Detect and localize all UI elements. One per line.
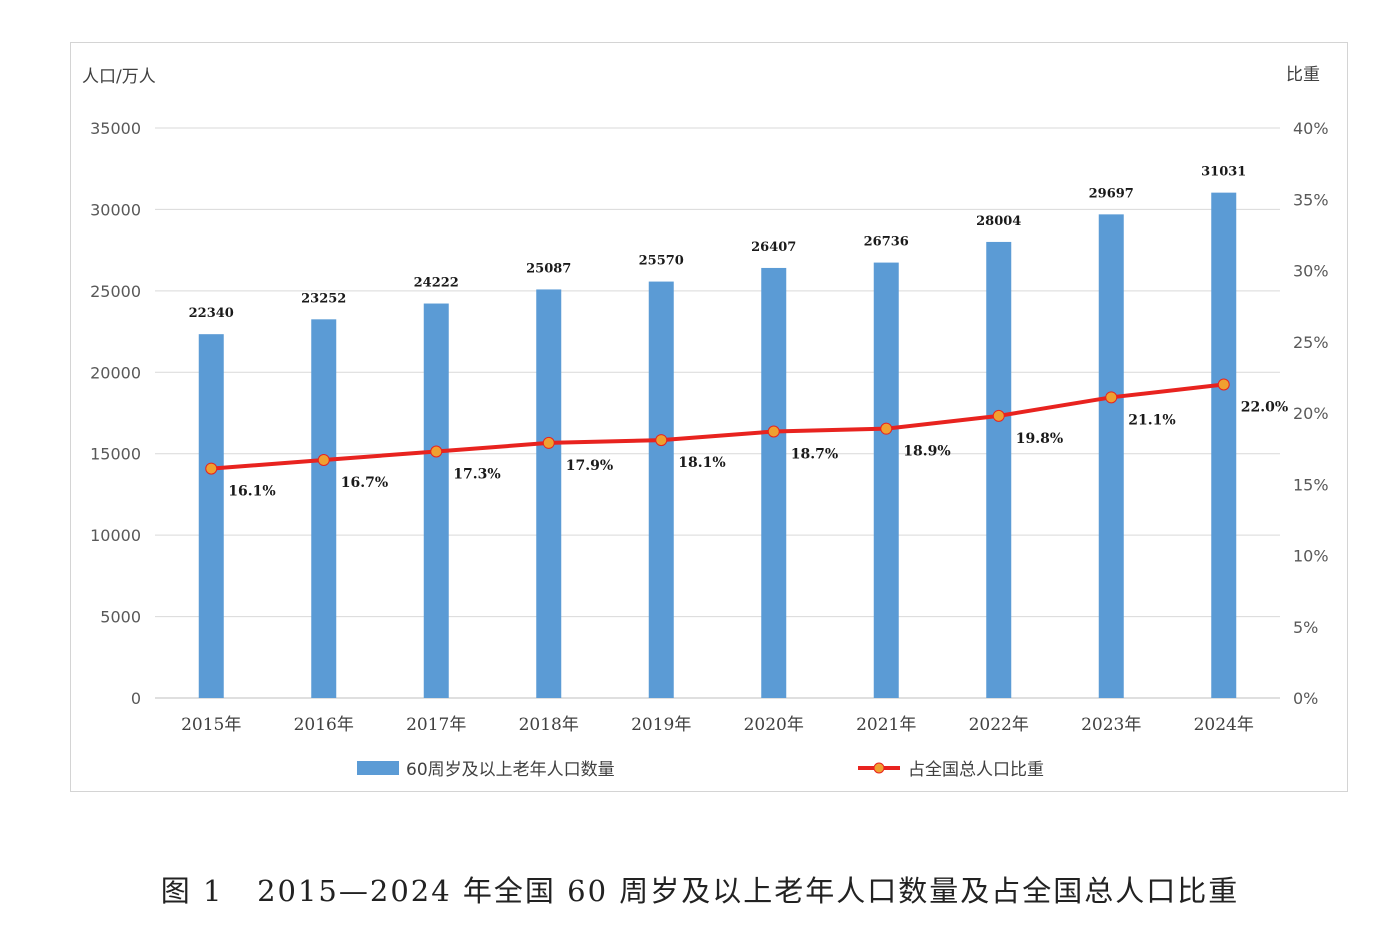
x-tick-label: 2023年 <box>1081 715 1141 735</box>
line-value-label: 19.8% <box>1016 431 1063 447</box>
y-tick-label-left: 30000 <box>90 200 141 219</box>
line-value-label: 22.0% <box>1241 400 1288 416</box>
y-tick-label-left: 5000 <box>100 608 141 627</box>
y-tick-label-left: 35000 <box>90 119 141 138</box>
bar <box>986 241 1012 698</box>
x-tick-label: 2016年 <box>294 715 354 735</box>
bar <box>311 319 337 698</box>
line-value-label: 18.7% <box>791 447 838 463</box>
line-value-label: 16.7% <box>341 475 388 491</box>
bar-value-label: 24222 <box>414 276 459 291</box>
line-series <box>205 378 1230 475</box>
bar-value-label: 25087 <box>526 261 571 276</box>
bar <box>761 267 787 698</box>
x-tick-label: 2021年 <box>856 715 916 735</box>
chart-frame <box>70 42 1348 792</box>
legend-line-label: 占全国总人口比重 <box>908 760 1044 780</box>
bar <box>1098 214 1124 698</box>
bar <box>873 262 899 698</box>
line-value-label: 18.1% <box>678 455 725 471</box>
line-value-label: 17.9% <box>566 458 613 474</box>
line-value-label: 17.3% <box>453 466 500 482</box>
bar-value-label: 25570 <box>639 254 684 269</box>
bar-value-label: 28004 <box>976 214 1021 229</box>
y-tick-label-right: 25% <box>1293 333 1329 352</box>
line-point <box>992 409 1005 422</box>
bar-value-label: 29697 <box>1089 186 1134 201</box>
bar <box>198 334 224 698</box>
y-tick-label-left: 15000 <box>90 445 141 464</box>
y-tick-label-right: 40% <box>1293 119 1329 138</box>
x-tick-label: 2020年 <box>744 715 804 735</box>
line-point <box>542 436 555 449</box>
y-tick-label-right: 20% <box>1293 404 1329 423</box>
x-tick-label: 2017年 <box>406 715 466 735</box>
y-tick-label-right: 15% <box>1293 475 1329 494</box>
x-tick-label: 2022年 <box>969 715 1029 735</box>
y-axis-title-left: 人口/万人 <box>82 67 156 87</box>
y-tick-label-right: 10% <box>1293 547 1329 566</box>
y-tick-label-left: 0 <box>131 689 141 708</box>
line-value-label: 21.1% <box>1128 412 1175 428</box>
line-point <box>317 454 330 467</box>
legend: 60周岁及以上老年人口数量 占全国总人口比重 <box>357 760 1044 780</box>
y-axis-title-right: 比重 <box>1286 65 1320 85</box>
line-point <box>880 422 893 435</box>
y-tick-label-left: 10000 <box>90 526 141 545</box>
data-labels: 22340 23252 24222 25087 25570 26407 26736 28004… <box>189 165 1289 500</box>
y-tick-label-left: 25000 <box>90 282 141 301</box>
figure-caption: 图 1 2015—2024 年全国 60 周岁及以上老年人口数量及占全国总人口比… <box>160 874 1240 908</box>
line-point <box>205 462 218 475</box>
line-point <box>655 434 668 447</box>
bar-value-label: 26407 <box>751 240 796 255</box>
line-point <box>767 425 780 438</box>
y-tick-label-right: 35% <box>1293 190 1329 209</box>
x-tick-label: 2024年 <box>1194 715 1254 735</box>
x-tick-label: 2018年 <box>519 715 579 735</box>
bar <box>423 303 449 698</box>
axis-ticks: 0 5000 10000 15000 20000 25000 30000 35000 0% 5% 1… <box>90 119 1328 735</box>
grid-lines <box>155 127 1280 699</box>
line-point <box>430 445 443 458</box>
line-value-label: 16.1% <box>228 484 275 500</box>
legend-line-marker <box>873 762 885 774</box>
y-tick-label-right: 0% <box>1293 689 1318 708</box>
x-tick-label: 2015年 <box>181 715 241 735</box>
legend-bar-swatch <box>357 761 399 775</box>
bar-value-label: 22340 <box>189 306 234 321</box>
y-tick-label-right: 5% <box>1293 618 1318 637</box>
bar <box>536 289 562 698</box>
bar-series <box>198 192 1237 698</box>
bar-value-label: 31031 <box>1201 165 1246 180</box>
bar-value-label: 23252 <box>301 291 346 306</box>
bar <box>1211 192 1237 698</box>
line-point <box>1105 391 1118 404</box>
line-point <box>1217 378 1230 391</box>
legend-bar-label: 60周岁及以上老年人口数量 <box>406 760 615 780</box>
x-tick-label: 2019年 <box>631 715 691 735</box>
line-series-path <box>211 382 1224 471</box>
y-tick-label-left: 20000 <box>90 363 141 382</box>
line-value-label: 18.9% <box>903 444 950 460</box>
bar <box>648 281 674 698</box>
y-tick-label-right: 30% <box>1293 262 1329 281</box>
bar-value-label: 26736 <box>864 235 909 250</box>
